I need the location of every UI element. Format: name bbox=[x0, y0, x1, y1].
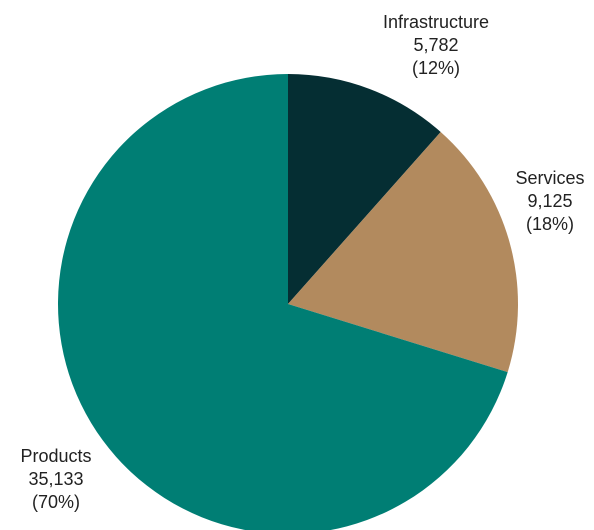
slice-percent-services: (18%) bbox=[526, 214, 574, 234]
slice-label-products: Products bbox=[20, 446, 91, 466]
slice-percent-products: (70%) bbox=[32, 492, 80, 512]
pie-slice-services bbox=[288, 132, 518, 373]
slice-value-products: 35,133 bbox=[28, 469, 83, 489]
slice-value-infrastructure: 5,782 bbox=[413, 35, 458, 55]
pie-slice-products bbox=[58, 74, 508, 530]
slice-label-services: Services 9,125 (18%) bbox=[515, 168, 584, 234]
slice-label-products: Products 35,133 (70%) bbox=[20, 446, 91, 512]
slice-percent-infrastructure: (12%) bbox=[412, 58, 460, 78]
slice-label-infrastructure: Infrastructure bbox=[383, 12, 489, 32]
slice-label-services: Services bbox=[515, 168, 584, 188]
pie-slice-infrastructure bbox=[288, 74, 441, 304]
pie-slices bbox=[58, 74, 518, 530]
pie-labels: Infrastructure 5,782 (12%) Services 9,125 (18… bbox=[20, 12, 584, 512]
slice-value-services: 9,125 bbox=[527, 191, 572, 211]
slice-label-infrastructure: Infrastructure 5,782 (12%) bbox=[383, 12, 489, 78]
